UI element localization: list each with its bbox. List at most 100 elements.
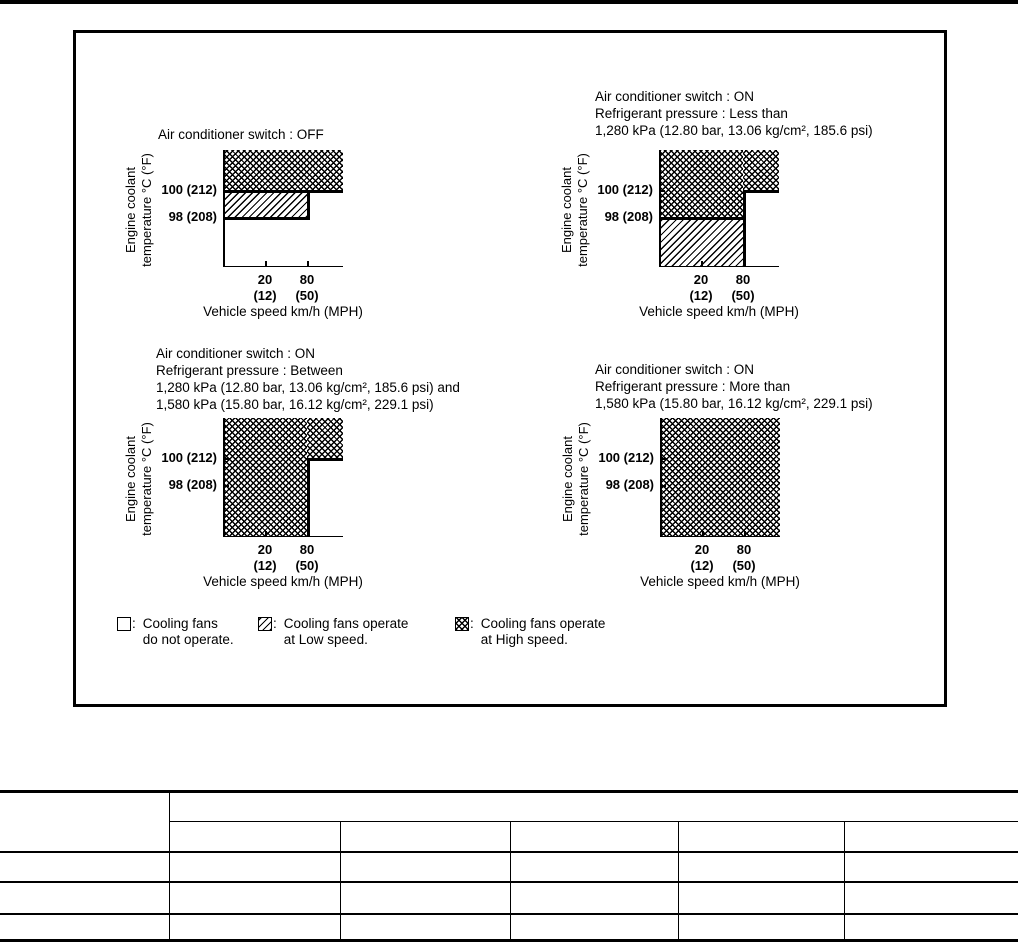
x-axis-line xyxy=(223,265,343,267)
region-high-speed xyxy=(660,418,780,537)
x-tick-80: 80 (50) xyxy=(731,272,755,303)
table-row xyxy=(0,913,1018,941)
plot-area xyxy=(659,150,779,267)
line-step-80 xyxy=(743,190,746,267)
condition-line: Air conditioner switch : ON xyxy=(156,346,316,361)
condition-line: 1,580 kPa (15.80 bar, 16.12 kg/cm², 229.… xyxy=(595,396,873,411)
table-cell xyxy=(843,851,1018,883)
y-axis-line xyxy=(223,418,225,537)
y-tick-100: 100 (212) xyxy=(161,182,217,197)
x-tick-80: 80 (50) xyxy=(295,542,319,573)
table-cell xyxy=(509,881,679,915)
table-cell xyxy=(843,881,1018,915)
table-cell xyxy=(677,821,845,853)
x-tick-80: 80 (50) xyxy=(732,542,756,573)
legend-item-no-operate: : Cooling fans do not operate. xyxy=(117,616,234,648)
x-tick-mark-20 xyxy=(265,531,267,537)
chart-condition-title: Air conditioner switch : ON Refrigerant … xyxy=(156,345,460,413)
condition-line: Refrigerant pressure : More than xyxy=(595,379,791,394)
line-step-80 xyxy=(307,190,310,220)
table-cell xyxy=(169,821,341,853)
table-row xyxy=(0,851,1018,883)
plot-area xyxy=(223,418,343,537)
x-tick-20: 20 (12) xyxy=(253,272,277,303)
chart-condition-title: Air conditioner switch : ON Refrigerant … xyxy=(595,88,873,139)
page-top-rule xyxy=(0,0,1018,4)
condition-line: Refrigerant pressure : Less than xyxy=(595,106,788,121)
table-row xyxy=(0,881,1018,915)
table-cell xyxy=(677,913,845,941)
y-tick-mark-100 xyxy=(223,458,229,460)
legend-item-low-speed: : Cooling fans operate at Low speed. xyxy=(258,616,408,648)
x-tick-mark-20 xyxy=(701,261,703,267)
table-cell xyxy=(677,881,845,915)
table-cell xyxy=(339,851,511,883)
table-cell xyxy=(339,881,511,915)
table-cell xyxy=(0,881,170,915)
table-cell xyxy=(509,821,679,853)
spec-table xyxy=(0,790,1018,942)
plot-area xyxy=(660,418,780,537)
x-tick-20: 20 (12) xyxy=(253,542,277,573)
condition-line: 1,280 kPa (12.80 bar, 13.06 kg/cm², 185.… xyxy=(156,380,460,395)
table-cell xyxy=(339,821,511,853)
x-tick-80: 80 (50) xyxy=(295,272,319,303)
legend-label: Cooling fans do not operate. xyxy=(142,616,234,647)
line-98c xyxy=(223,217,310,220)
line-100c xyxy=(307,458,343,461)
y-tick-mark-98 xyxy=(223,485,229,487)
region-high-speed xyxy=(223,150,343,190)
y-tick-mark-100 xyxy=(660,458,666,460)
crosshatch-square-icon xyxy=(455,617,469,631)
plot-area xyxy=(223,150,343,267)
table-cell xyxy=(677,851,845,883)
x-tick-mark-20 xyxy=(702,531,704,537)
table-cell xyxy=(509,851,679,883)
y-tick-98: 98 (208) xyxy=(604,209,653,224)
y-tick-98: 98 (208) xyxy=(605,477,654,492)
x-tick-mark-80 xyxy=(743,261,745,267)
x-tick-mark-80 xyxy=(307,531,309,537)
line-100c xyxy=(743,190,779,193)
region-high-speed xyxy=(659,150,743,217)
table-cell xyxy=(168,913,341,941)
y-tick-100: 100 (212) xyxy=(597,182,653,197)
table-header-row xyxy=(0,791,1018,853)
condition-line: Air conditioner switch : OFF xyxy=(158,127,324,142)
diagonal-hatch-square-icon xyxy=(258,617,272,631)
legend-item-high-speed: : Cooling fans operate at High speed. xyxy=(455,616,605,648)
region-low-speed xyxy=(223,193,307,217)
x-tick-mark-80 xyxy=(307,261,309,267)
y-tick-mark-100 xyxy=(223,190,229,192)
y-tick-98: 98 (208) xyxy=(168,209,217,224)
y-axis-line xyxy=(660,418,662,537)
region-low-speed xyxy=(659,220,743,267)
region-high-speed xyxy=(223,418,307,537)
region-high-speed xyxy=(743,150,779,190)
table-cell xyxy=(339,913,511,941)
y-axis-line xyxy=(223,150,225,267)
y-tick-98: 98 (208) xyxy=(168,477,217,492)
legend-label: Cooling fans operate at High speed. xyxy=(480,616,606,647)
y-tick-100: 100 (212) xyxy=(161,450,217,465)
table-cell xyxy=(843,821,1018,853)
condition-line: Air conditioner switch : ON xyxy=(595,89,755,104)
x-axis-line xyxy=(660,535,780,537)
condition-line: Air conditioner switch : ON xyxy=(595,362,755,377)
table-cell xyxy=(509,913,679,941)
x-axis-title: Vehicle speed km/h (MPH) xyxy=(640,574,800,589)
table-cell xyxy=(168,881,341,915)
x-axis-line xyxy=(223,535,343,537)
line-100c xyxy=(223,190,343,193)
x-tick-mark-80 xyxy=(744,531,746,537)
x-tick-20: 20 (12) xyxy=(690,542,714,573)
x-tick-mark-20 xyxy=(265,261,267,267)
y-tick-mark-98 xyxy=(660,485,666,487)
line-step-80 xyxy=(307,458,310,537)
cooling-fan-figure-box xyxy=(73,30,947,707)
region-high-speed xyxy=(307,418,343,458)
y-tick-mark-100 xyxy=(659,190,665,192)
x-axis-title: Vehicle speed km/h (MPH) xyxy=(639,304,799,319)
x-axis-title: Vehicle speed km/h (MPH) xyxy=(203,574,363,589)
